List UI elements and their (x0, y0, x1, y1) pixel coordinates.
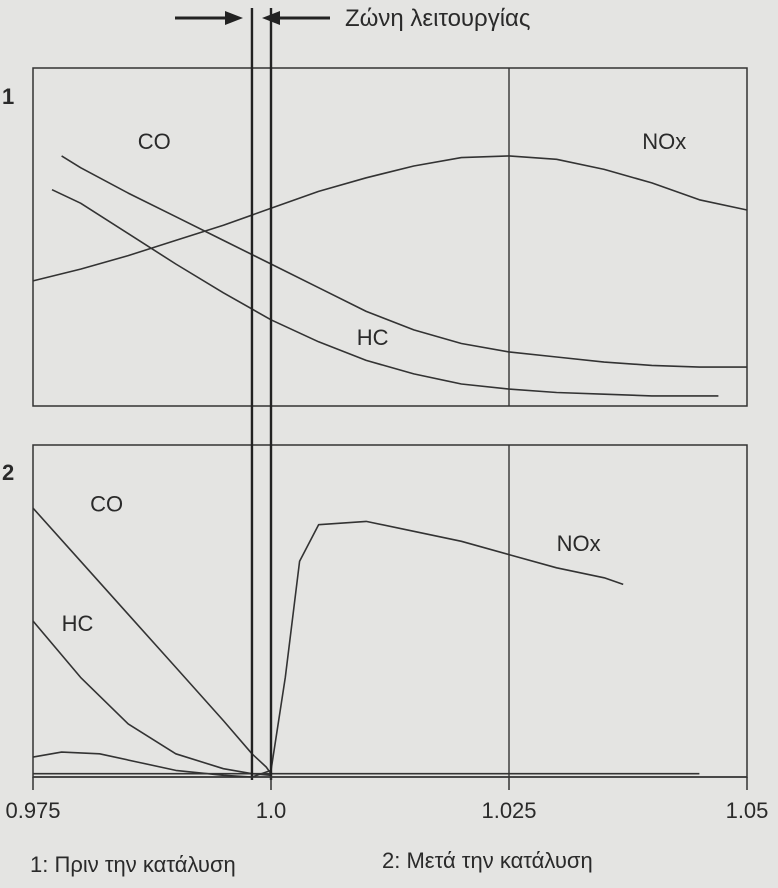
panel-2-nox-line (32, 520, 624, 778)
x-tick-label: 0.975 (5, 798, 60, 823)
panel-1-co-label: CO (138, 129, 171, 154)
caption-after-catalysis: 2: Μετά την κατάλυση (382, 848, 593, 873)
caption-before-catalysis: 1: Πριν την κατάλυση (30, 852, 236, 877)
panel-1-nox-label: NOx (642, 129, 686, 154)
panel-1-hc-label: HC (357, 325, 389, 350)
panel-1-plot: CO HC NOx (32, 129, 748, 397)
x-tick-label: 1.025 (481, 798, 536, 823)
panel-2-plot: CO HC NOx (32, 491, 700, 778)
operating-zone-label: Ζώνη λειτουργίας (345, 5, 530, 32)
panel-1-hc-line (51, 188, 719, 397)
panel-1-frame (32, 67, 748, 407)
x-tick-label: 1.0 (256, 798, 287, 823)
guide-lines (250, 8, 510, 780)
panel-2-co-label: CO (90, 491, 123, 516)
x-tick-label: 1.05 (726, 798, 769, 823)
panel-2-number: 2 (2, 460, 14, 485)
panel-1-number: 1 (2, 84, 14, 109)
panel-1-co-line (61, 155, 747, 368)
panel-1-nox-line (32, 155, 748, 282)
x-axis: 0.975 1.0 1.025 1.05 (5, 776, 769, 823)
panel-2-frame (32, 444, 748, 778)
panel-2-co-line (32, 507, 272, 775)
operating-zone-header: Ζώνη λειτουργίας (175, 5, 530, 32)
zone-left-arrowhead (225, 11, 243, 25)
panel-2-nox-label: NOx (557, 531, 601, 556)
panel-2-hc-label: HC (62, 611, 94, 636)
